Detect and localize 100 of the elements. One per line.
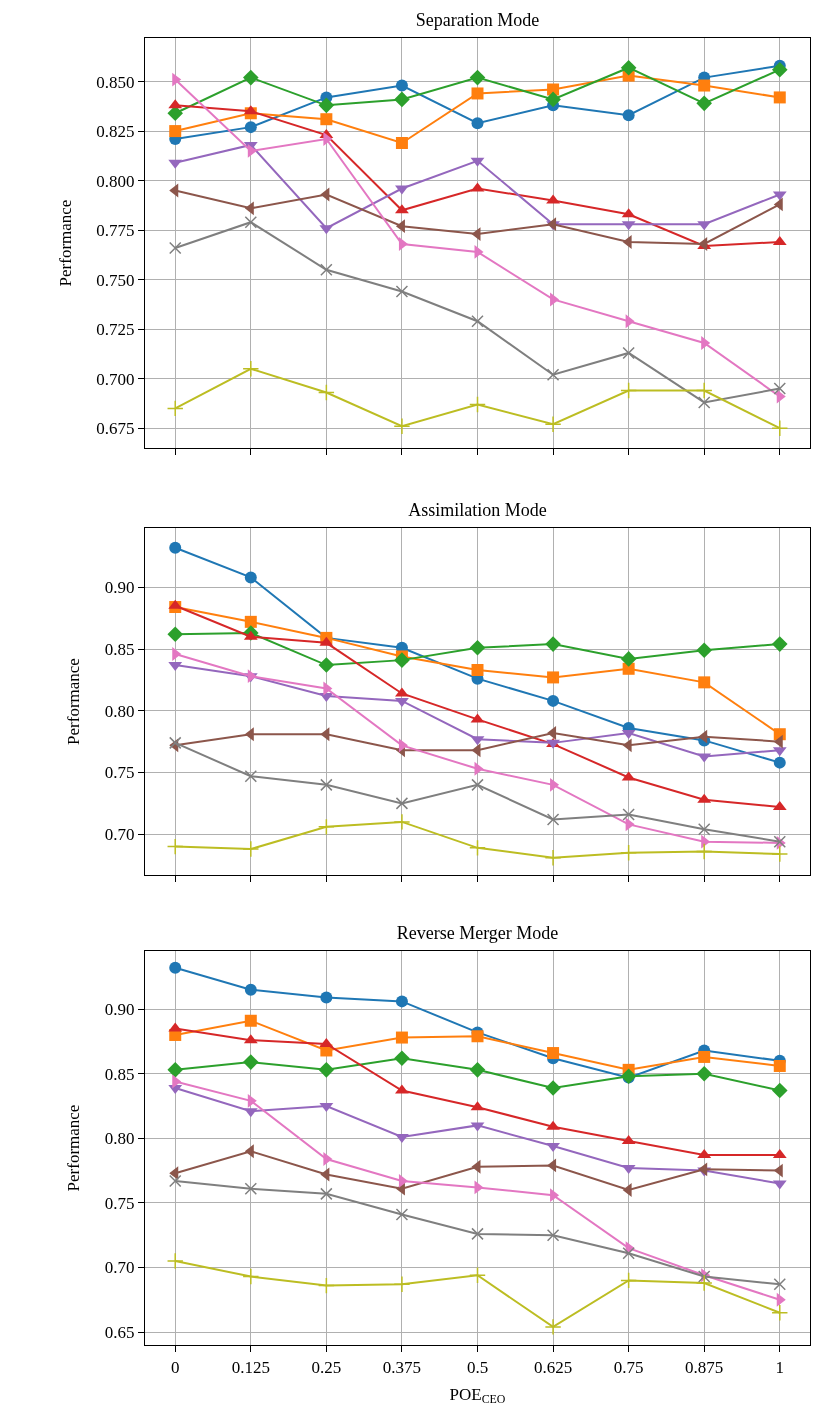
point bbox=[698, 676, 711, 689]
point bbox=[323, 132, 333, 146]
point bbox=[696, 642, 712, 659]
point bbox=[395, 204, 409, 214]
point bbox=[771, 419, 789, 437]
y-axis-title: Performance bbox=[64, 658, 84, 745]
point bbox=[622, 346, 635, 360]
point bbox=[546, 1143, 560, 1153]
point bbox=[395, 1134, 409, 1144]
point bbox=[394, 652, 410, 668]
y-tick-label: 0.70 bbox=[104, 825, 135, 845]
x-tick-label: 0.125 bbox=[231, 1357, 270, 1377]
point bbox=[395, 797, 409, 810]
point bbox=[545, 1080, 561, 1096]
point bbox=[394, 1050, 410, 1067]
point bbox=[395, 1031, 408, 1044]
point bbox=[168, 1174, 182, 1188]
point bbox=[622, 109, 635, 122]
point bbox=[393, 417, 411, 435]
point bbox=[771, 61, 788, 78]
point bbox=[167, 626, 184, 642]
point bbox=[471, 87, 484, 100]
point bbox=[318, 657, 335, 673]
point bbox=[244, 215, 258, 229]
y-tick-label: 0.800 bbox=[96, 171, 135, 191]
y-tick-label: 0.85 bbox=[104, 639, 135, 659]
point bbox=[773, 1059, 786, 1072]
y-axis-title: Performance bbox=[55, 199, 75, 287]
y-tick-label: 0.725 bbox=[96, 320, 135, 340]
y-tick-label: 0.85 bbox=[104, 1064, 135, 1084]
point bbox=[620, 1271, 638, 1289]
point bbox=[320, 778, 333, 792]
point bbox=[545, 91, 561, 108]
point bbox=[696, 95, 712, 112]
y-tick-label: 0.750 bbox=[96, 270, 135, 290]
point bbox=[471, 1227, 484, 1241]
y-tick-label: 0.75 bbox=[104, 763, 135, 783]
point bbox=[395, 1208, 409, 1221]
point bbox=[244, 1014, 257, 1027]
point bbox=[242, 1268, 260, 1285]
point bbox=[244, 769, 258, 783]
point bbox=[773, 756, 786, 769]
point bbox=[546, 813, 560, 826]
point bbox=[469, 639, 486, 656]
chart-title: Reverse Merger Mode bbox=[396, 923, 559, 943]
point bbox=[169, 541, 182, 554]
point bbox=[320, 113, 333, 126]
point bbox=[166, 1252, 184, 1270]
y-tick-label: 0.80 bbox=[104, 701, 135, 721]
y-tick-label: 0.775 bbox=[96, 221, 135, 241]
point bbox=[395, 697, 409, 707]
point bbox=[395, 79, 408, 92]
point bbox=[697, 823, 711, 836]
point bbox=[394, 91, 410, 108]
point bbox=[547, 671, 560, 684]
point bbox=[547, 694, 560, 707]
point bbox=[546, 1228, 560, 1242]
point bbox=[695, 382, 713, 400]
point bbox=[244, 615, 257, 628]
point bbox=[323, 1152, 333, 1166]
y-tick-label: 0.825 bbox=[96, 122, 135, 142]
point bbox=[773, 91, 786, 104]
point bbox=[395, 995, 408, 1008]
y-tick-label: 0.75 bbox=[104, 1193, 135, 1213]
x-tick-label: 0.375 bbox=[382, 1357, 422, 1377]
y-tick-label: 0.90 bbox=[104, 1000, 135, 1020]
point bbox=[169, 961, 182, 974]
point bbox=[547, 1047, 560, 1060]
point bbox=[696, 1065, 712, 1082]
x-tick-label: 0 bbox=[170, 1357, 180, 1377]
point bbox=[771, 636, 788, 652]
point bbox=[395, 1084, 409, 1094]
point bbox=[471, 778, 484, 792]
point bbox=[698, 79, 711, 92]
point bbox=[697, 396, 711, 409]
point bbox=[398, 1174, 408, 1188]
point bbox=[544, 1318, 562, 1336]
x-tick-label: 0.5 bbox=[466, 1357, 489, 1377]
point bbox=[244, 121, 257, 134]
point bbox=[698, 1050, 711, 1063]
point bbox=[698, 237, 708, 251]
point bbox=[471, 664, 484, 677]
x-tick-label: 0.75 bbox=[613, 1357, 644, 1377]
point bbox=[469, 1266, 486, 1284]
x-tick-label: 0.625 bbox=[533, 1357, 573, 1377]
point bbox=[771, 845, 789, 863]
point bbox=[320, 263, 333, 276]
point bbox=[169, 125, 182, 138]
point bbox=[773, 382, 787, 395]
point bbox=[172, 647, 182, 661]
point bbox=[771, 1304, 789, 1322]
point bbox=[469, 69, 486, 86]
point bbox=[318, 1062, 335, 1078]
point bbox=[773, 1278, 787, 1291]
point bbox=[168, 241, 182, 255]
point bbox=[697, 1270, 711, 1283]
point bbox=[620, 844, 638, 862]
point bbox=[242, 360, 260, 378]
point bbox=[318, 97, 335, 114]
x-tick-label: 0.875 bbox=[685, 1357, 724, 1377]
